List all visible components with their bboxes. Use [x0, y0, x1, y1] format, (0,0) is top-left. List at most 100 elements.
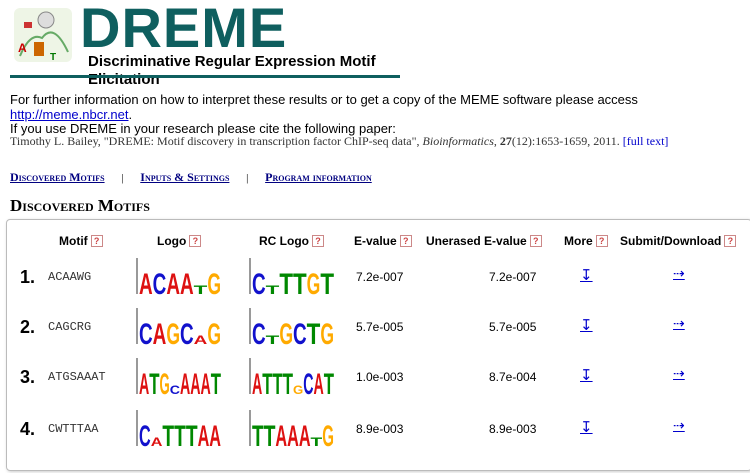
logo-letter: C [303, 368, 313, 400]
logo-letter: G [279, 318, 293, 350]
citation-intro: If you use DREME in your research please… [10, 121, 396, 136]
logo-letter: T [194, 283, 209, 297]
help-icon[interactable]: ? [399, 235, 412, 247]
motif-rank: 1. [20, 267, 36, 287]
logo-letter: G [293, 383, 303, 397]
logo-letter: T [264, 420, 276, 452]
more-arrow-icon[interactable]: ↧ [580, 420, 593, 436]
unerased-evalue: 5.7e-005 [489, 320, 537, 334]
logo-letter: T [186, 420, 198, 452]
nav-discovered-motifs[interactable]: Discovered Motifs [10, 170, 105, 184]
submit-arrow-icon[interactable]: ⇢ [673, 267, 685, 282]
logo-letter: A [209, 420, 221, 452]
meme-logo-icon: A T [14, 8, 72, 63]
rc-motif-logo[interactable]: C TG C T G [244, 304, 338, 350]
more-arrow-icon[interactable]: ↧ [580, 318, 593, 334]
logo-letter: T [211, 368, 221, 400]
logo-letter: T [162, 420, 174, 452]
page-subtitle: Discriminative Regular Expression Motif … [88, 53, 376, 88]
logo-letter: T [174, 420, 186, 452]
submit-arrow-icon[interactable]: ⇢ [673, 367, 685, 382]
logo-letter: C [252, 268, 266, 300]
header-evalue: E-value? [354, 234, 412, 248]
submit-arrow-icon[interactable]: ⇢ [673, 419, 685, 434]
rc-motif-logo[interactable]: T T A A A TG [244, 406, 338, 452]
logo-letter: C [293, 318, 307, 350]
logo-letter: A [194, 333, 208, 347]
logo-letter: T [273, 368, 283, 400]
logo-letter: A [139, 368, 149, 400]
unerased-evalue: 8.9e-003 [489, 422, 537, 436]
logo-letter: C [139, 318, 153, 350]
logo-letter: T [262, 368, 272, 400]
logo-letter: A [139, 268, 153, 300]
header-logo: Logo? [157, 234, 202, 248]
meme-link[interactable]: http://meme.nbcr.net [10, 107, 129, 122]
motifs-table: Motif? Logo? RC Logo? E-value? Unerased … [6, 219, 750, 471]
logo-letter: A [153, 318, 167, 350]
header-submit-download: Submit/Download? [620, 234, 737, 248]
help-icon[interactable]: ? [90, 235, 103, 247]
citation-reference: Timothy L. Bailey, "DREME: Motif discove… [10, 134, 668, 149]
logo-letter: A [287, 420, 299, 452]
logo-letter: A [314, 368, 324, 400]
rc-motif-logo[interactable]: C TT T G T [244, 254, 338, 300]
header-evalue-label: E-value [354, 234, 397, 248]
logo-letter: T [252, 420, 264, 452]
help-icon[interactable]: ? [312, 235, 324, 247]
submit-arrow-icon[interactable]: ⇢ [673, 317, 685, 332]
logo-letter: T [149, 368, 159, 400]
logo-letter: T [266, 333, 281, 347]
motif-consensus: ACAAWG [48, 270, 92, 284]
nav-program-information[interactable]: Program information [265, 170, 372, 184]
motif-consensus: ATGSAAAT [48, 370, 106, 384]
logo-letter: A [151, 435, 163, 449]
header: A T DREME Discriminative Regular Express… [10, 0, 400, 88]
help-icon[interactable]: ? [529, 235, 542, 247]
citation-authors: Timothy L. Bailey, "DREME: Motif discove… [10, 134, 423, 148]
logo-letter: A [275, 420, 287, 452]
logo-letter: T [324, 368, 334, 400]
header-unerased-label: Unerased E-value [426, 234, 527, 248]
motif-logo[interactable]: A C A A TG [131, 254, 225, 300]
evalue: 8.9e-003 [356, 422, 404, 436]
evalue: 7.2e-007 [356, 270, 404, 284]
more-arrow-icon[interactable]: ↧ [580, 368, 593, 384]
motif-consensus: CAGCRG [48, 320, 92, 334]
logo-letter: T [311, 435, 324, 449]
header-motif-label: Motif [59, 234, 88, 248]
help-icon[interactable]: ? [724, 235, 737, 247]
page-title: DREME [80, 0, 288, 59]
logo-letter: A [180, 268, 194, 300]
help-icon[interactable]: ? [595, 235, 608, 247]
logo-letter: G [207, 268, 221, 300]
help-icon[interactable]: ? [189, 235, 202, 247]
logo-letter: G [160, 368, 170, 400]
more-arrow-icon[interactable]: ↧ [580, 268, 593, 284]
logo-letter: C [153, 268, 167, 300]
header-logo-label: Logo [157, 234, 187, 248]
logo-letter: G [307, 268, 321, 300]
section-title: Discovered Motifs [10, 196, 150, 215]
full-text-link[interactable]: [full text] [622, 134, 669, 148]
logo-letter: C [170, 383, 181, 397]
nav-inputs-settings[interactable]: Inputs & Settings [140, 170, 230, 184]
logo-letter: A [198, 420, 210, 452]
header-divider [10, 75, 400, 78]
logo-letter: G [320, 318, 334, 350]
header-more-label: More [564, 234, 593, 248]
section-nav: Discovered Motifs | Inputs & Settings | … [10, 170, 372, 185]
logo-letter: A [166, 268, 180, 300]
info-paragraph: For further information on how to interp… [10, 92, 750, 122]
nav-separator: | [121, 172, 124, 184]
header-submit-label: Submit/Download [620, 234, 722, 248]
logo-letter: A [201, 368, 211, 400]
logo-letter: T [293, 268, 307, 300]
